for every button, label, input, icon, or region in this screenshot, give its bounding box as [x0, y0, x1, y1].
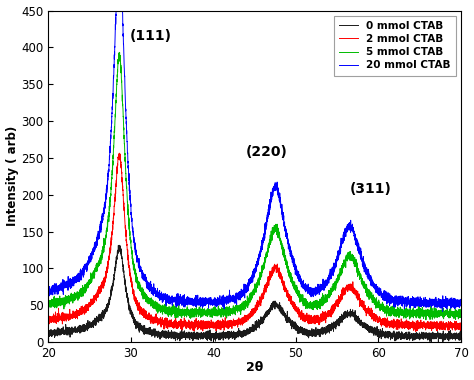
5 mmol CTAB — [314, 307, 319, 311]
5 mmol CTAB — [458, 307, 464, 312]
0 mmol CTAB — [120, 265, 126, 269]
Text: (111): (111) — [129, 29, 171, 43]
2 mmol CTAB — [413, 329, 419, 334]
0 mmol CTAB — [385, 334, 391, 339]
0 mmol CTAB — [293, 325, 299, 329]
20 mmol CTAB — [314, 286, 319, 290]
2 mmol CTAB — [120, 200, 126, 204]
Text: (220): (220) — [246, 146, 288, 160]
0 mmol CTAB — [354, 317, 359, 321]
20 mmol CTAB — [120, 42, 126, 47]
2 mmol CTAB — [203, 319, 209, 323]
20 mmol CTAB — [46, 292, 51, 297]
0 mmol CTAB — [458, 336, 464, 340]
Line: 2 mmol CTAB: 2 mmol CTAB — [48, 153, 461, 331]
5 mmol CTAB — [203, 307, 209, 312]
2 mmol CTAB — [314, 315, 319, 320]
5 mmol CTAB — [423, 318, 429, 322]
0 mmol CTAB — [46, 330, 51, 334]
Text: (311): (311) — [350, 182, 392, 196]
Line: 20 mmol CTAB: 20 mmol CTAB — [48, 0, 461, 311]
0 mmol CTAB — [117, 243, 122, 247]
2 mmol CTAB — [46, 321, 51, 326]
2 mmol CTAB — [354, 295, 359, 299]
5 mmol CTAB — [117, 50, 122, 55]
5 mmol CTAB — [354, 264, 359, 268]
Legend: 0 mmol CTAB, 2 mmol CTAB, 5 mmol CTAB, 20 mmol CTAB: 0 mmol CTAB, 2 mmol CTAB, 5 mmol CTAB, 2… — [334, 16, 456, 76]
5 mmol CTAB — [293, 287, 299, 291]
2 mmol CTAB — [458, 323, 464, 327]
5 mmol CTAB — [120, 120, 126, 124]
5 mmol CTAB — [385, 307, 391, 312]
Line: 0 mmol CTAB: 0 mmol CTAB — [48, 245, 461, 342]
0 mmol CTAB — [203, 329, 209, 334]
20 mmol CTAB — [354, 238, 359, 242]
0 mmol CTAB — [314, 329, 319, 334]
20 mmol CTAB — [440, 309, 446, 314]
2 mmol CTAB — [293, 306, 299, 310]
2 mmol CTAB — [117, 151, 122, 155]
20 mmol CTAB — [293, 268, 299, 272]
Y-axis label: Intensity ( arb): Intensity ( arb) — [6, 126, 18, 226]
20 mmol CTAB — [203, 296, 209, 301]
20 mmol CTAB — [385, 296, 391, 301]
5 mmol CTAB — [46, 305, 51, 309]
X-axis label: 2θ: 2θ — [246, 361, 264, 374]
0 mmol CTAB — [440, 340, 446, 344]
2 mmol CTAB — [385, 323, 391, 328]
Line: 5 mmol CTAB: 5 mmol CTAB — [48, 52, 461, 320]
20 mmol CTAB — [458, 301, 464, 305]
